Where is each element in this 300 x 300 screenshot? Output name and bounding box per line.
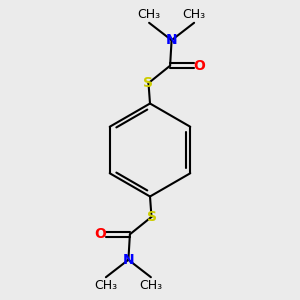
Text: CH₃: CH₃ bbox=[94, 279, 118, 292]
Text: N: N bbox=[123, 253, 134, 267]
Text: CH₃: CH₃ bbox=[137, 8, 161, 21]
Text: O: O bbox=[94, 227, 106, 241]
Text: S: S bbox=[146, 210, 157, 224]
Text: CH₃: CH₃ bbox=[182, 8, 206, 21]
Text: CH₃: CH₃ bbox=[139, 279, 163, 292]
Text: O: O bbox=[194, 59, 206, 73]
Text: S: S bbox=[143, 76, 154, 90]
Text: N: N bbox=[166, 33, 177, 47]
